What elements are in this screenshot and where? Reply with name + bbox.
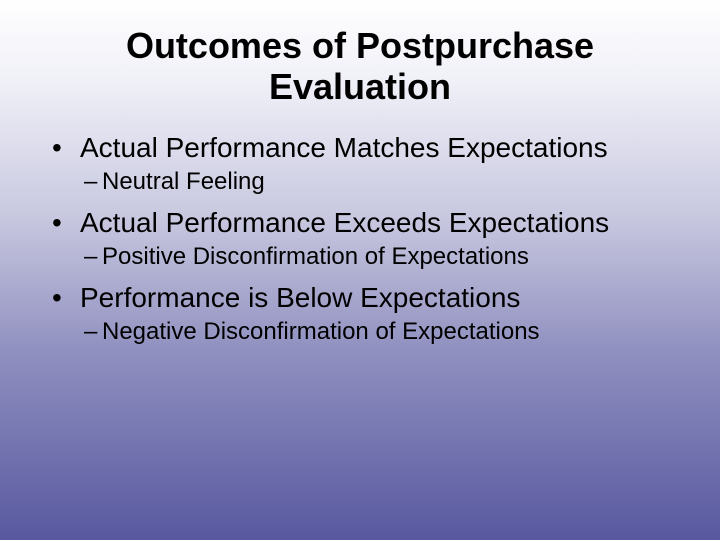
- bullet-item: • Actual Performance Matches Expectation…: [50, 132, 680, 164]
- bullet-marker: •: [50, 132, 80, 164]
- bullet-item: • Actual Performance Exceeds Expectation…: [50, 207, 680, 239]
- sub-bullet-item: – Positive Disconfirmation of Expectatio…: [50, 243, 680, 272]
- slide: Outcomes of Postpurchase Evaluation • Ac…: [0, 0, 720, 540]
- sub-bullet-item: – Negative Disconfirmation of Expectatio…: [50, 318, 680, 347]
- slide-title: Outcomes of Postpurchase Evaluation: [40, 25, 680, 108]
- bullet-marker: –: [84, 243, 102, 272]
- sub-bullet-item: – Neutral Feeling: [50, 168, 680, 197]
- bullet-marker: •: [50, 282, 80, 314]
- bullet-text: Negative Disconfirmation of Expectations: [102, 318, 680, 347]
- bullet-marker: •: [50, 207, 80, 239]
- bullet-marker: –: [84, 318, 102, 347]
- bullet-text: Performance is Below Expectations: [80, 282, 680, 314]
- slide-content: • Actual Performance Matches Expectation…: [40, 132, 680, 347]
- title-line-1: Outcomes of Postpurchase: [126, 25, 594, 66]
- bullet-item: • Performance is Below Expectations: [50, 282, 680, 314]
- title-line-2: Evaluation: [269, 66, 451, 107]
- bullet-text: Positive Disconfirmation of Expectations: [102, 243, 680, 272]
- bullet-marker: –: [84, 168, 102, 197]
- bullet-text: Actual Performance Exceeds Expectations: [80, 207, 680, 239]
- bullet-text: Actual Performance Matches Expectations: [80, 132, 680, 164]
- bullet-text: Neutral Feeling: [102, 168, 680, 197]
